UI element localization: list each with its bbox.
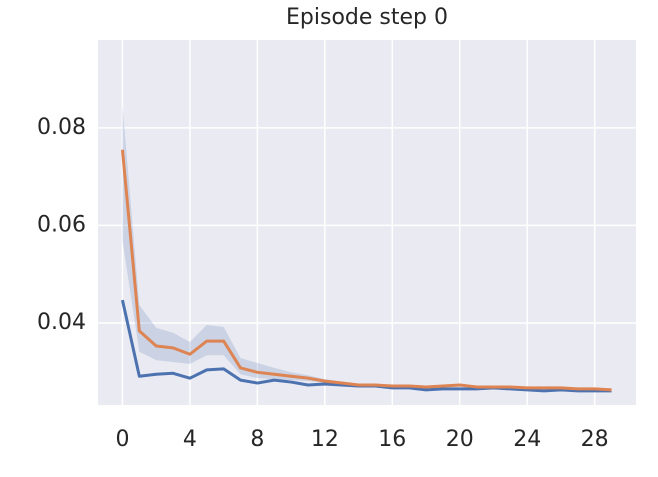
x-tick-label: 16 [378,427,406,452]
plot-area [98,40,636,405]
y-tick-label: 0.06 [37,212,86,237]
x-tick-label: 0 [115,427,129,452]
x-tick-label: 20 [446,427,474,452]
chart-title: Episode step 0 [286,5,448,30]
x-tick-label: 4 [183,427,197,452]
x-tick-label: 28 [581,427,609,452]
y-tick-label: 0.04 [37,310,86,335]
x-tick-label: 8 [250,427,264,452]
x-tick-label: 12 [311,427,339,452]
x-tick-label: 24 [513,427,541,452]
line [120,149,612,392]
y-tick-label: 0.08 [37,115,86,140]
